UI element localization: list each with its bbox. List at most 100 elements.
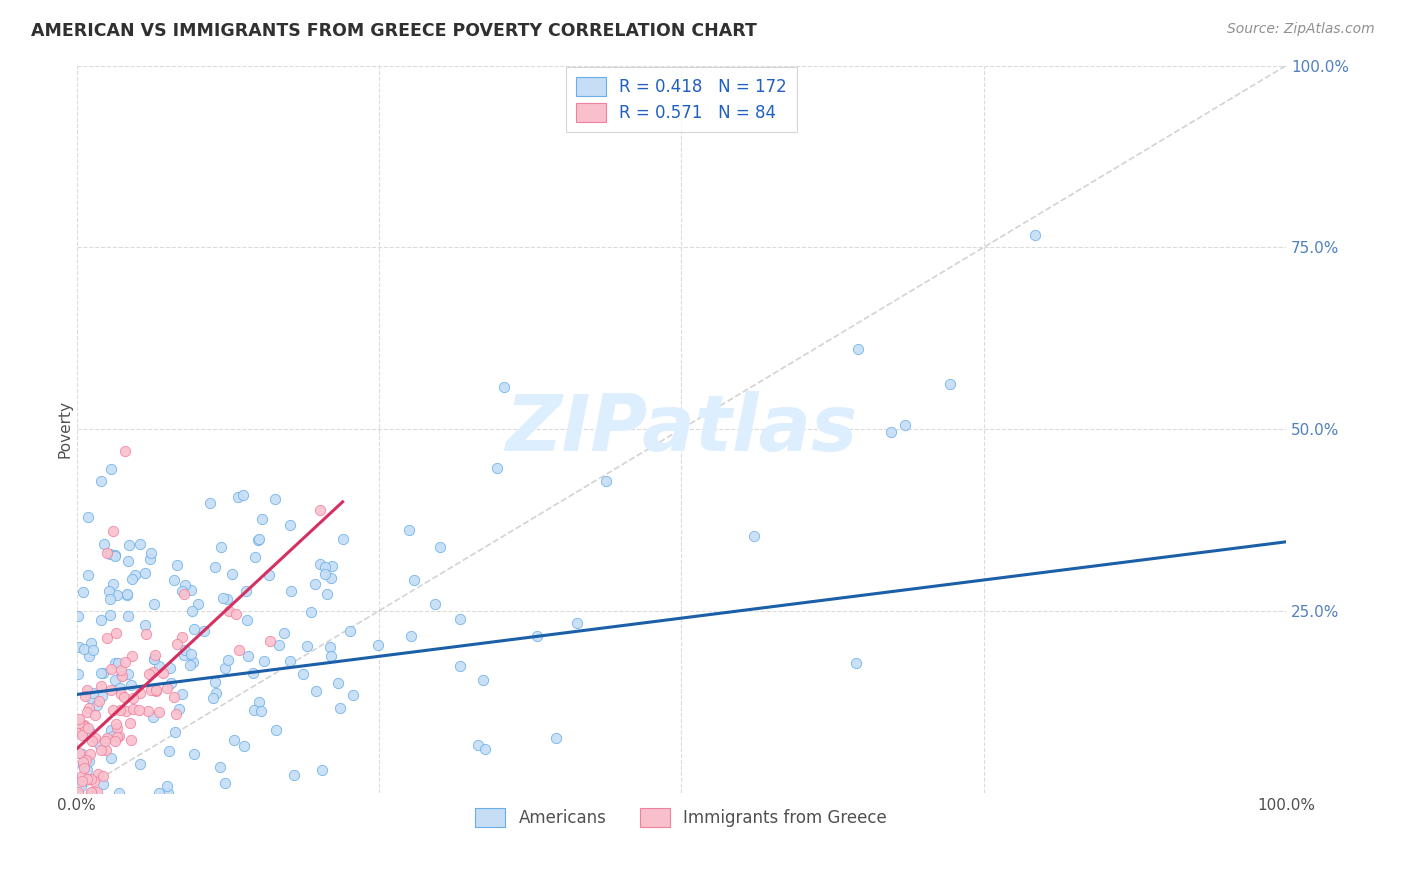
Point (170, 584, 193, 599)
Point (250, 512, 273, 526)
Point (143, 648, 166, 662)
Point (98, 607, 121, 622)
Point (159, 661, 181, 675)
Point (165, 707, 187, 722)
Point (84, 731, 107, 746)
Point (138, 667, 160, 681)
Point (205, 686, 228, 700)
Point (90, 743, 112, 757)
Point (96, 631, 118, 645)
Point (66, 608, 89, 623)
Point (243, 703, 266, 717)
Point (80, 785, 103, 799)
Point (91, 689, 114, 703)
Y-axis label: Poverty: Poverty (58, 401, 73, 458)
Point (75, 754, 97, 768)
Point (321, 571, 343, 585)
Point (159, 675, 181, 690)
Point (165, 724, 187, 739)
Point (105, 717, 128, 731)
Point (75, 690, 97, 704)
Point (308, 502, 330, 516)
Point (1024, 227, 1046, 242)
Point (117, 609, 139, 624)
Point (120, 716, 142, 731)
Point (90, 474, 112, 488)
Point (80, 636, 103, 650)
Point (217, 653, 239, 667)
Point (246, 533, 269, 547)
Point (278, 517, 301, 532)
Point (114, 655, 136, 669)
Point (449, 612, 471, 626)
Point (238, 648, 260, 663)
Point (247, 533, 270, 547)
Point (128, 703, 150, 717)
Point (101, 729, 124, 743)
Point (471, 673, 494, 688)
Point (278, 654, 301, 668)
Point (72, 719, 94, 733)
Point (110, 669, 132, 683)
Point (233, 739, 256, 753)
Point (77, 649, 100, 664)
Point (845, 657, 868, 671)
Point (72, 758, 94, 772)
Point (267, 639, 290, 653)
Point (145, 684, 167, 698)
Point (110, 669, 132, 683)
Point (72, 755, 94, 769)
Point (485, 461, 508, 475)
Point (67, 640, 90, 654)
Point (142, 652, 165, 666)
Point (108, 681, 131, 695)
Point (299, 605, 322, 619)
Point (135, 627, 157, 641)
Point (115, 588, 138, 602)
Point (104, 733, 127, 747)
Point (221, 567, 243, 582)
Point (183, 747, 205, 761)
Point (69, 724, 91, 739)
Point (152, 666, 174, 681)
Point (90, 613, 112, 627)
Point (214, 661, 236, 675)
Point (209, 540, 232, 554)
Point (142, 710, 165, 724)
Point (120, 732, 142, 747)
Point (295, 640, 318, 654)
Point (90, 679, 112, 693)
Point (72, 585, 94, 599)
Point (67, 712, 90, 726)
Point (339, 624, 361, 638)
Point (595, 475, 617, 489)
Point (938, 377, 960, 392)
Point (183, 622, 205, 636)
Point (100, 751, 122, 765)
Point (79, 747, 101, 761)
Point (321, 558, 343, 573)
Point (202, 690, 225, 705)
Point (105, 588, 128, 602)
Point (314, 567, 336, 582)
Point (179, 657, 201, 672)
Point (546, 731, 568, 746)
Point (67, 785, 90, 799)
Point (100, 661, 122, 675)
Point (72, 760, 94, 774)
Point (104, 656, 127, 670)
Point (429, 540, 451, 554)
Point (108, 786, 131, 800)
Point (173, 587, 195, 601)
Text: AMERICAN VS IMMIGRANTS FROM GREECE POVERTY CORRELATION CHART: AMERICAN VS IMMIGRANTS FROM GREECE POVER… (31, 22, 756, 40)
Point (76, 772, 98, 786)
Point (100, 682, 122, 697)
Point (118, 538, 141, 552)
Point (402, 573, 425, 587)
Point (70, 779, 93, 793)
Point (319, 640, 342, 655)
Point (70, 747, 93, 761)
Point (112, 690, 135, 704)
Point (309, 558, 332, 572)
Point (82, 643, 104, 657)
